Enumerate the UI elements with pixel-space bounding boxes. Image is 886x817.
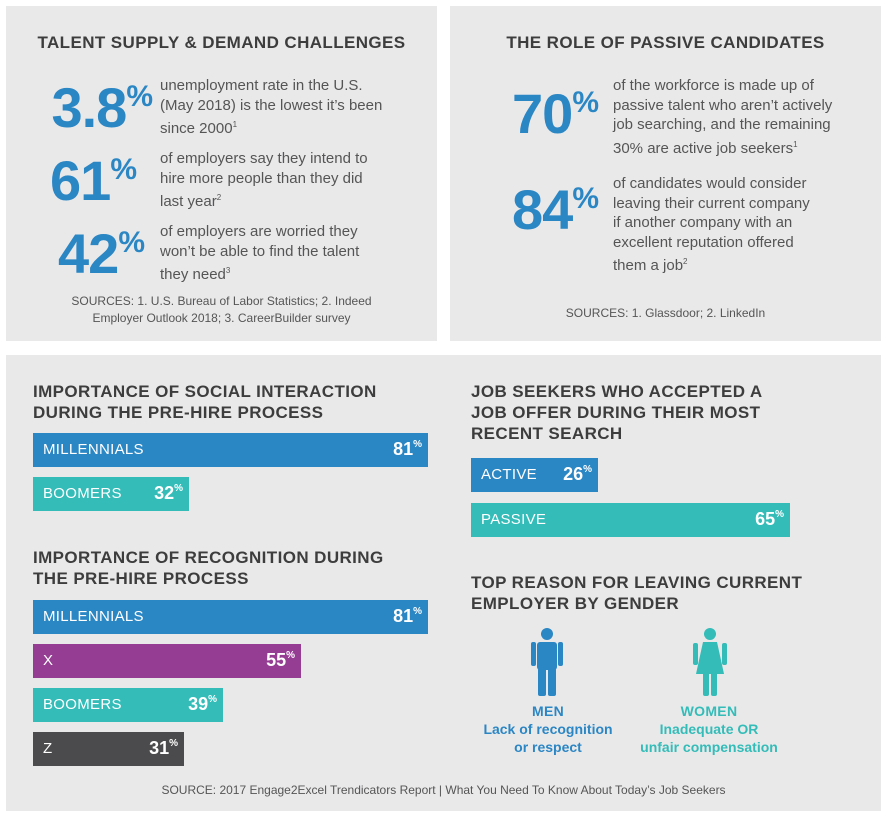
bar-label: PASSIVE — [481, 511, 547, 528]
bar-active: ACTIVE 26% — [471, 458, 598, 492]
bar-value: 65% — [755, 509, 784, 529]
passive-candidates-panel: THE ROLE OF PASSIVE CANDIDATES 70% of th… — [450, 6, 881, 341]
stat-would-consider-leaving: 84% of candidates would consider leaving… — [450, 174, 881, 274]
footer-source: SOURCE: 2017 Engage2Excel Trendicators R… — [161, 783, 726, 797]
chart-title: IMPORTANCE OF SOCIAL INTERACTION DURING … — [33, 382, 377, 422]
bar-label: BOOMERS — [43, 696, 122, 713]
stat-value: 3.8% — [51, 76, 153, 139]
stat-value: 61% — [50, 149, 137, 212]
stat-description: of employers are worried they won’t be a… — [160, 223, 360, 283]
supply-title: TALENT SUPPLY & DEMAND CHALLENGES — [37, 33, 406, 52]
bar-passive: PASSIVE 65% — [471, 503, 790, 537]
stat-description: unemployment rate in the U.S. (May 2018)… — [160, 77, 383, 137]
bar-value: 81% — [393, 439, 422, 459]
stat-description: of candidates would consider leaving the… — [613, 175, 810, 274]
passive-title: THE ROLE OF PASSIVE CANDIDATES — [506, 33, 825, 52]
bar-label: ACTIVE — [481, 466, 537, 483]
bar-boomers: BOOMERS 39% — [33, 688, 223, 722]
bar-label: X — [43, 652, 54, 669]
men-reason: MEN Lack of recognition or respect — [483, 703, 613, 755]
supply-sources: SOURCES: 1. U.S. Bureau of Labor Statist… — [71, 294, 372, 325]
stat-worried-talent: 42% of employers are worried they won’t … — [6, 222, 437, 285]
bar-boomers: BOOMERS 32% — [33, 477, 189, 511]
stat-unemployment: 3.8% unemployment rate in the U.S. (May … — [6, 76, 437, 139]
stat-value: 70% — [512, 82, 599, 145]
bar-value: 39% — [188, 694, 217, 714]
chart-title: JOB SEEKERS WHO ACCEPTED A JOB OFFER DUR… — [471, 382, 763, 443]
bar-value: 55% — [266, 650, 295, 670]
bar-value: 81% — [393, 606, 422, 626]
bar-millennials: MILLENNIALS 81% — [33, 433, 428, 467]
bar-label: MILLENNIALS — [43, 608, 144, 625]
passive-sources: SOURCES: 1. Glassdoor; 2. LinkedIn — [565, 306, 766, 320]
women-reason: WOMEN Inadequate OR unfair compensation — [640, 703, 778, 755]
bar-label: MILLENNIALS — [43, 441, 144, 458]
bar-value: 32% — [154, 483, 183, 503]
bottom-panel: IMPORTANCE OF SOCIAL INTERACTION DURING … — [6, 355, 881, 811]
gender-title: TOP REASON FOR LEAVING CURRENT EMPLOYER … — [471, 573, 803, 613]
stat-passive-workforce: 70% of the workforce is made up of passi… — [450, 76, 881, 157]
stat-value: 42% — [58, 222, 145, 285]
bar-value: 31% — [149, 738, 178, 758]
chart-title: IMPORTANCE OF RECOGNITION DURING THE PRE… — [33, 548, 384, 588]
bar-label: Z — [43, 740, 53, 757]
stat-value: 84% — [512, 178, 599, 241]
bar-x: X 55% — [33, 644, 301, 678]
stat-intend-to-hire: 61% of employers say they intend to hire… — [6, 149, 437, 212]
stat-description: of employers say they intend to hire mor… — [160, 150, 368, 210]
talent-supply-panel: TALENT SUPPLY & DEMAND CHALLENGES 3.8% u… — [6, 6, 437, 341]
bar-value: 26% — [563, 464, 592, 484]
stat-description: of the workforce is made up of passive t… — [613, 77, 833, 157]
woman-icon — [690, 628, 730, 698]
man-icon — [527, 628, 567, 698]
bar-millennials: MILLENNIALS 81% — [33, 600, 428, 634]
bar-label: BOOMERS — [43, 485, 122, 502]
bar-z: Z 31% — [33, 732, 184, 766]
